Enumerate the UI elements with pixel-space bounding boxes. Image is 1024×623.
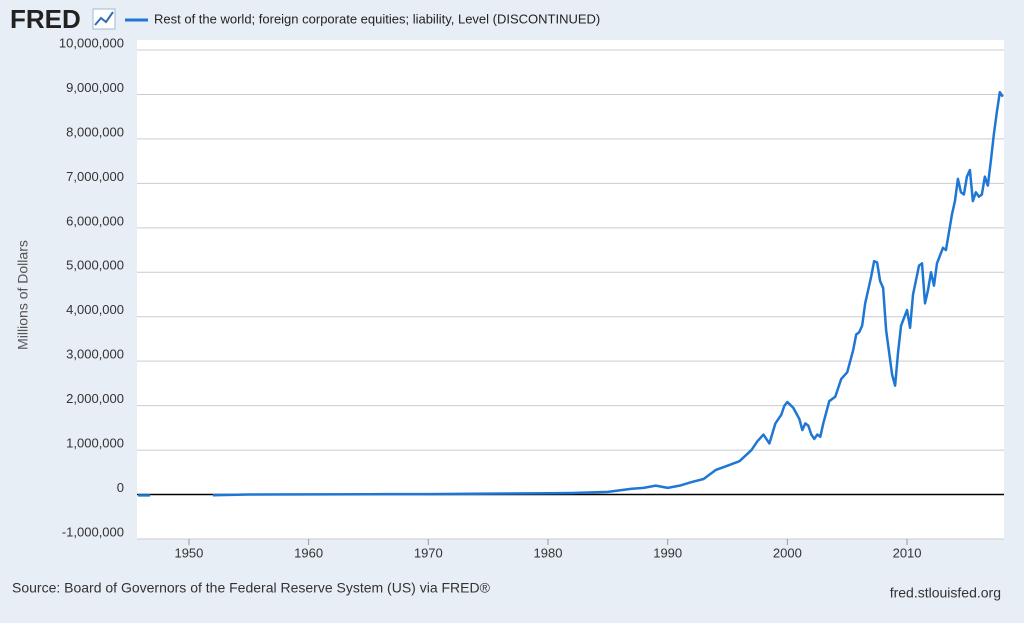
x-tick-label: 2000 [773,545,802,560]
series-line [138,90,1004,497]
y-tick-label: 6,000,000 [66,213,124,228]
y-tick-label: 9,000,000 [66,80,124,95]
legend-label: Rest of the world; foreign corporate equ… [154,11,600,26]
brand-logo: FRED [10,4,81,34]
x-tick-label: 1950 [174,545,203,560]
y-tick-label: 5,000,000 [66,258,124,273]
y-tick-label: 4,000,000 [66,302,124,317]
plot-area [137,40,1004,539]
y-tick-label: 0 [117,480,124,495]
x-tick-label: 1960 [294,545,323,560]
x-tick-label: 2010 [893,545,922,560]
x-tick-label: 1990 [653,545,682,560]
y-tick-label: 2,000,000 [66,391,124,406]
site: fred.stlouisfed.org [890,585,1001,601]
y-axis-label: Millions of Dollars [15,240,31,350]
y-tick-label: 1,000,000 [66,436,124,451]
y-tick-label: 7,000,000 [66,169,124,184]
y-tick-label: -1,000,000 [62,524,124,539]
source: Source: Board of Governors of the Federa… [12,580,491,596]
y-tick-label: 3,000,000 [66,347,124,362]
x-tick-label: 1980 [534,545,563,560]
logo-icon [92,8,116,30]
y-tick-label: 10,000,000 [59,35,124,50]
x-tick-label: 1970 [414,545,443,560]
y-tick-label: 8,000,000 [66,124,124,139]
